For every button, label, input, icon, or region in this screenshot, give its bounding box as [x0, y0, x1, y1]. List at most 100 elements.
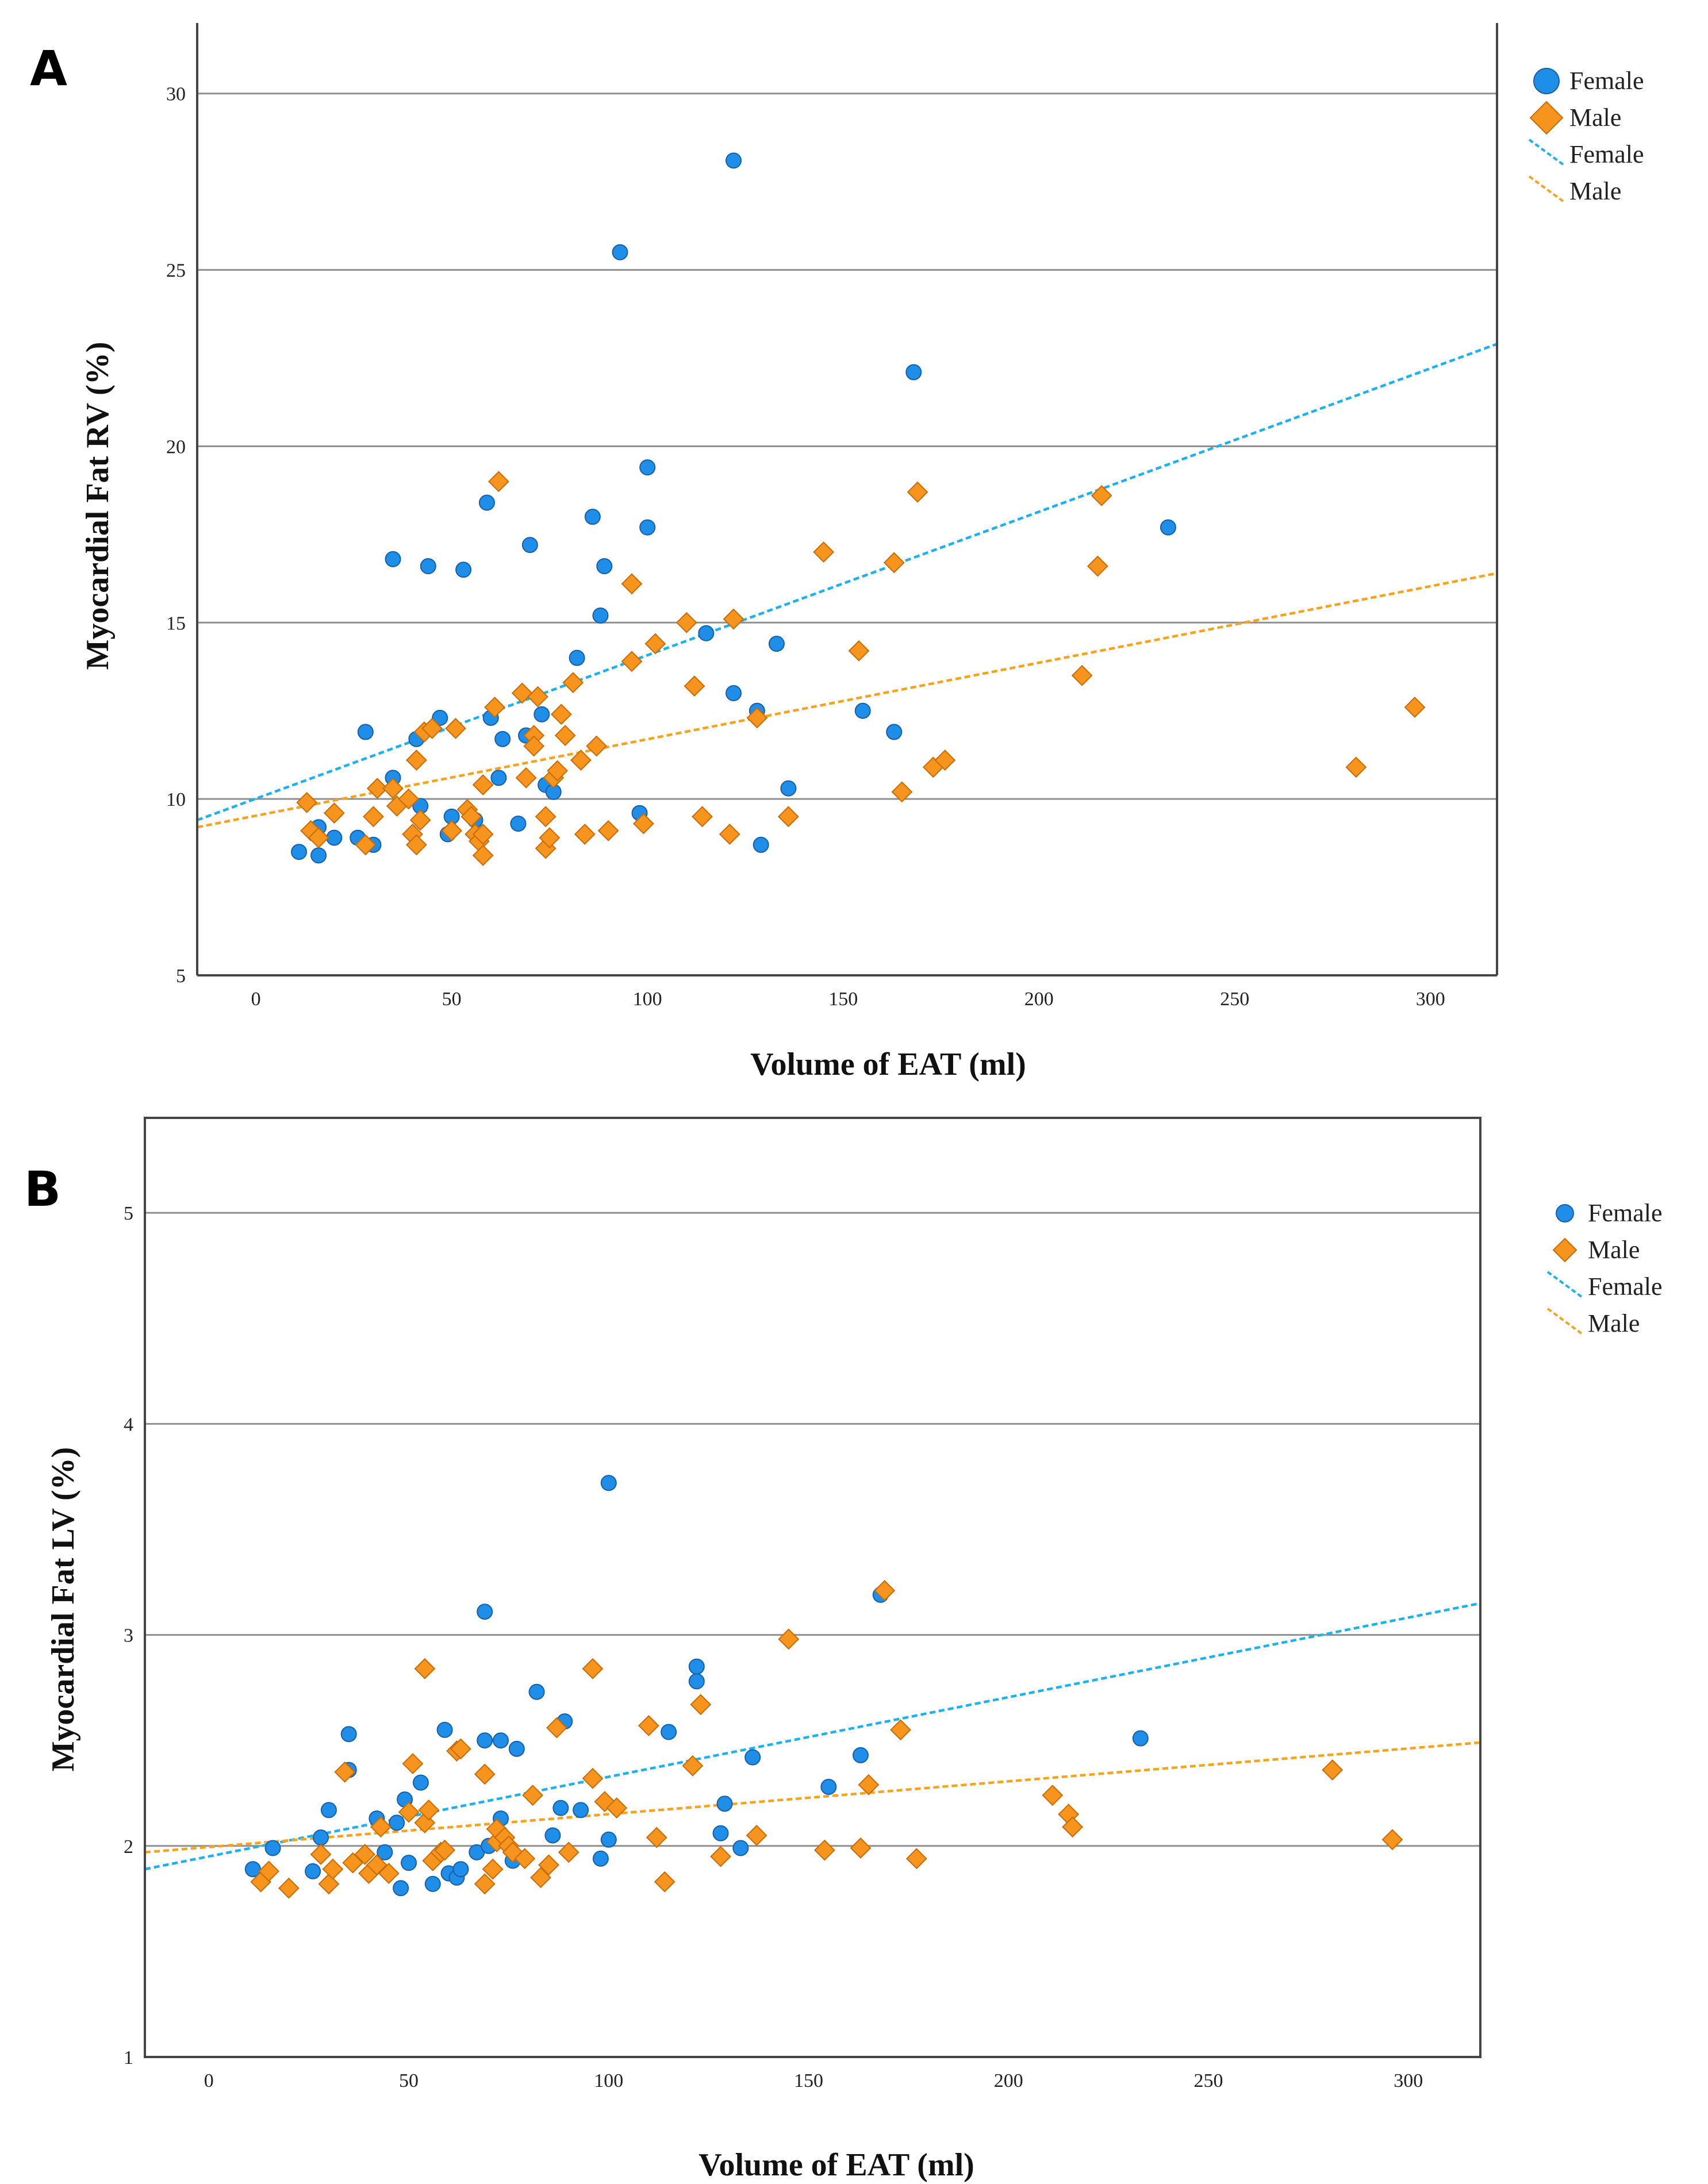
panel-b-point-male [522, 1785, 544, 1806]
panel-a-point-male [883, 552, 905, 574]
panel-a-point-male [934, 749, 956, 771]
panel-a-point-female [455, 562, 472, 578]
panel-b-point-male [1322, 1759, 1344, 1781]
panel-b-plot-frame [144, 1117, 1481, 2058]
panel-b-legend-symbol-1 [1552, 1237, 1577, 1263]
panel-b-point-male [690, 1694, 712, 1716]
panel-b-point-female [716, 1795, 733, 1812]
panel-a-legend: Female Male Female Male [1528, 67, 1644, 205]
panel-a-point-female [780, 780, 797, 797]
panel-b-point-male [322, 1858, 344, 1880]
panel-a-point-male [511, 682, 533, 704]
panel-b-point-male [370, 1816, 392, 1838]
panel-a: A 5 10 15 20 25 30 0 50 100 150 200 250 300 Volume … [30, 23, 1644, 1082]
panel-b-x-tick-label: 200 [994, 2070, 1023, 2091]
panel-b-point-male [474, 1763, 496, 1785]
panel-a-point-female [596, 558, 613, 575]
panel-a-point-male [366, 778, 388, 799]
panel-b-legend: Female Male Female Male [1546, 1199, 1663, 1337]
panel-b-label: B [24, 1161, 61, 1217]
panel-b-y-ticks: 1 2 3 4 5 [124, 1203, 133, 2068]
panel-b-point-male [418, 1799, 440, 1821]
panel-b-point-male [646, 1827, 667, 1848]
panel-a-point-female [1160, 519, 1176, 536]
panel-a-point-male [1404, 697, 1426, 718]
panel-b-legend-symbol-3 [1546, 1308, 1583, 1335]
panel-a-point-male [644, 633, 666, 655]
panel-a-point-male [621, 651, 643, 672]
panel-b-point-male [606, 1797, 628, 1819]
panel-a-x-tick-label: 0 [251, 989, 261, 1010]
panel-a-point-female [521, 537, 538, 553]
panel-a-y-axis-title: Myocardial Fat RV (%) [80, 342, 116, 670]
panel-b-point-female [744, 1749, 761, 1766]
panel-b-points [244, 1475, 1403, 1899]
panel-a-point-male [445, 717, 466, 739]
panel-a-x-ticks: 0 50 100 150 200 250 300 [251, 989, 1445, 1010]
panel-a-fit-line-female [197, 343, 1498, 822]
panel-a-point-female [639, 459, 656, 476]
panel-b-point-male [582, 1658, 604, 1679]
panel-b-x-tick-label: 150 [794, 2070, 823, 2091]
panel-a-point-male [441, 820, 463, 841]
panel-b-point-female [424, 1875, 441, 1892]
panel-b-point-female [528, 1683, 545, 1700]
panel-a-point-male [515, 767, 537, 789]
panel-a-legend-label: Male [1569, 177, 1621, 205]
panel-a-point-female [310, 847, 327, 864]
panel-a-point-female [357, 724, 374, 740]
panel-a-y-tick-label: 15 [166, 613, 186, 634]
panel-b-point-female [412, 1774, 429, 1791]
panel-a-point-male [574, 824, 596, 845]
panel-b-point-male [530, 1867, 551, 1889]
panel-b-fit-lines [144, 1602, 1481, 1871]
panel-b-point-male [1042, 1785, 1064, 1806]
panel-a-point-female [886, 724, 903, 740]
panel-a-point-female [420, 558, 436, 575]
panel-a-point-male [323, 802, 345, 824]
panel-b-point-female [452, 1861, 469, 1878]
panel-b-point-male [850, 1837, 872, 1859]
panel-a-gridlines [197, 93, 1497, 800]
panel-a-point-male [472, 844, 494, 866]
panel-b-point-male [1381, 1829, 1403, 1851]
panel-b-point-female [544, 1827, 561, 1844]
panel-a-point-male [405, 834, 427, 856]
panel-a-x-tick-label: 200 [1024, 989, 1054, 1010]
panel-b-y-tick-label: 4 [124, 1414, 133, 1435]
panel-a-label: A [30, 40, 67, 97]
panel-b-point-male [402, 1753, 424, 1775]
panel-b-point-male [654, 1871, 675, 1893]
panel-a-point-female [726, 152, 742, 169]
panel-b-point-male [310, 1844, 332, 1865]
panel-a-point-male [1087, 555, 1108, 577]
panel-a-legend-label: Female [1569, 67, 1644, 95]
panel-a-point-male [621, 573, 643, 595]
panel-b-point-female [712, 1825, 729, 1841]
panel-a-point-male [398, 788, 420, 810]
panel-b-point-female [264, 1840, 281, 1856]
panel-a-x-tick-label: 150 [828, 989, 858, 1010]
panel-a-point-female [726, 685, 742, 702]
panel-b-point-female [244, 1861, 261, 1878]
panel-a-point-female [698, 625, 715, 641]
panel-b-legend-symbol-2 [1546, 1271, 1583, 1298]
panel-b-point-male [710, 1845, 731, 1867]
panel-a-point-male [746, 707, 768, 729]
panel-a-points [291, 152, 1426, 866]
panel-a-point-male [484, 697, 505, 718]
panel-a-point-male [539, 827, 561, 849]
panel-b-point-female [552, 1800, 569, 1816]
panel-b-y-tick-label: 5 [124, 1203, 133, 1224]
panel-b-point-male [638, 1715, 659, 1736]
panel-b-point-male [450, 1738, 471, 1760]
panel-a-y-tick-label: 20 [166, 436, 186, 457]
panel-b-point-female [305, 1863, 321, 1879]
panel-a-point-male [527, 686, 548, 708]
panel-a-point-female [533, 706, 550, 722]
panel-b-point-male [778, 1628, 800, 1650]
panel-b-point-female [477, 1732, 493, 1749]
panel-b-point-male [278, 1877, 300, 1899]
panel-b-point-female [493, 1732, 509, 1749]
panel-b-point-female [852, 1747, 869, 1763]
